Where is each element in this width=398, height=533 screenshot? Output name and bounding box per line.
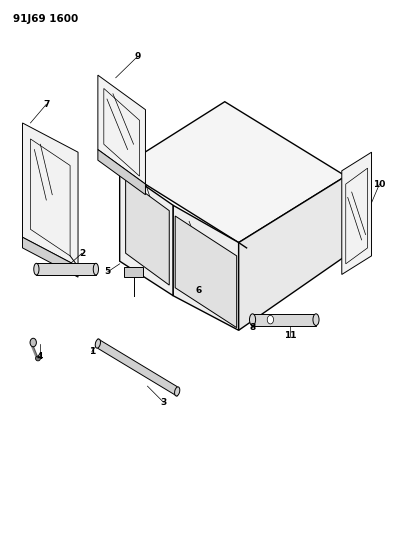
Ellipse shape — [93, 263, 98, 275]
Polygon shape — [98, 339, 177, 396]
Polygon shape — [126, 179, 169, 285]
Ellipse shape — [34, 263, 39, 275]
Text: 10: 10 — [373, 180, 386, 189]
Ellipse shape — [175, 387, 180, 396]
Text: 11: 11 — [284, 331, 297, 340]
Ellipse shape — [313, 314, 319, 326]
Polygon shape — [173, 205, 239, 330]
Text: 6: 6 — [196, 286, 202, 295]
Polygon shape — [342, 152, 371, 274]
Ellipse shape — [95, 339, 100, 348]
Polygon shape — [98, 150, 145, 195]
Text: 5: 5 — [105, 268, 111, 276]
Polygon shape — [120, 102, 346, 243]
Text: 2: 2 — [79, 249, 85, 258]
Ellipse shape — [250, 314, 256, 326]
Text: 4: 4 — [36, 352, 43, 361]
Polygon shape — [120, 168, 173, 296]
Polygon shape — [98, 75, 145, 184]
Text: 1: 1 — [89, 347, 95, 356]
Polygon shape — [175, 216, 237, 328]
Text: 8: 8 — [250, 323, 256, 332]
Text: 7: 7 — [43, 100, 49, 109]
Text: 91J69 1600: 91J69 1600 — [13, 14, 78, 24]
Polygon shape — [23, 237, 78, 277]
Text: 3: 3 — [160, 398, 166, 407]
Circle shape — [267, 316, 273, 324]
Polygon shape — [23, 123, 78, 266]
Polygon shape — [253, 314, 316, 326]
Text: 9: 9 — [135, 52, 141, 61]
Ellipse shape — [30, 338, 36, 347]
Ellipse shape — [35, 356, 40, 361]
Polygon shape — [124, 266, 143, 277]
Polygon shape — [36, 263, 96, 275]
Polygon shape — [239, 176, 346, 330]
